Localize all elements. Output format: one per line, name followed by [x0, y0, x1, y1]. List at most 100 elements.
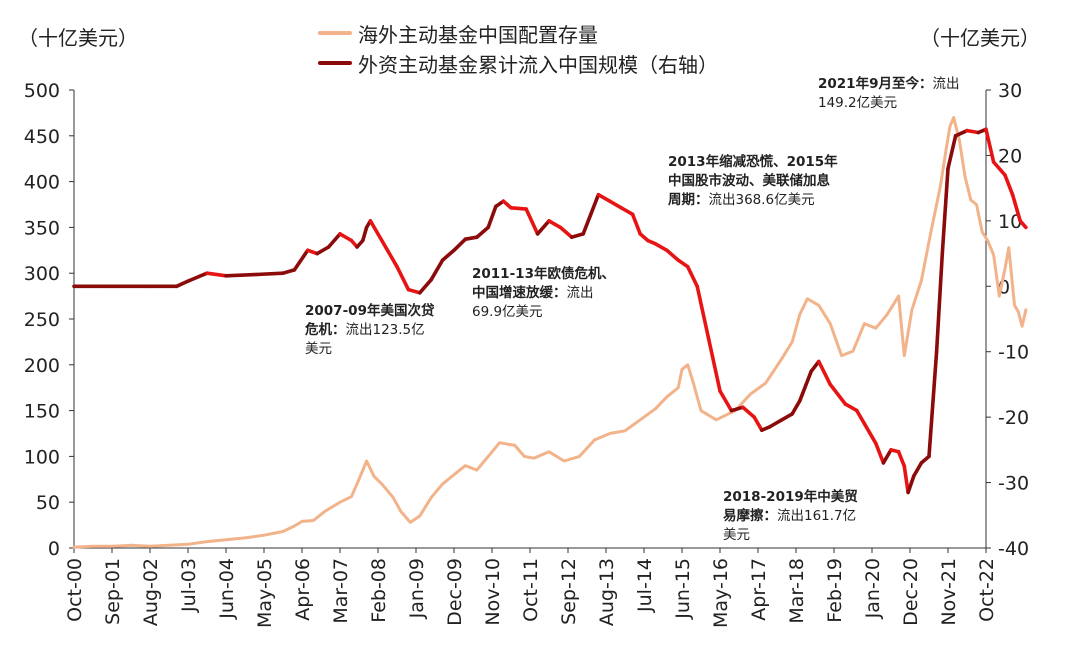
- series-flows-segment: [911, 461, 924, 478]
- annotation-2018-text: 流出161.7亿美元: [723, 508, 857, 543]
- x-tick-label: May-16: [710, 558, 732, 628]
- x-tick-label: Mar-07: [330, 558, 352, 624]
- annotation-2021-text: 流出149.2亿美元: [818, 76, 960, 111]
- series-flows-segment: [630, 212, 643, 236]
- series-flows-segment: [927, 349, 939, 459]
- x-tick-label: Sep-01: [102, 558, 124, 625]
- annotation-2013-bold: 2013年缩减恐慌、2015年中国股市波动、美联储加息周期：: [668, 154, 838, 208]
- annotation-2013-taper: 2013年缩减恐慌、2015年中国股市波动、美联储加息周期：流出368.6亿美元: [668, 153, 838, 210]
- series-flows-segment: [906, 474, 916, 495]
- y-right-tick-label: 30: [998, 80, 1022, 102]
- series-flows-segment: [854, 408, 867, 426]
- series-flows-segment: [953, 128, 969, 138]
- left-axis-unit: （十亿美元）: [18, 26, 138, 50]
- y-left-tick-label: 100: [24, 446, 60, 468]
- series-flows-segment: [816, 359, 833, 387]
- series-flows-segment: [558, 225, 574, 239]
- series-flows-segment: [797, 369, 814, 403]
- annotation-2011-text: 流出69.9亿美元: [472, 285, 594, 320]
- series-flows-segment: [1010, 192, 1023, 223]
- y-left-tick-label: 400: [24, 172, 60, 194]
- annotation-2021-bold: 2021年9月至今：: [818, 76, 933, 92]
- x-tick-label: Mar-18: [786, 558, 808, 624]
- y-left-tick-label: 350: [24, 217, 60, 239]
- series-flows-segment: [417, 277, 434, 295]
- series-flows-segment: [685, 264, 700, 289]
- x-tick-label: Oct-22: [976, 558, 998, 622]
- annotation-2007-bold: 2007-09年美国次贷危机：: [305, 303, 435, 338]
- series-flows-segment: [588, 192, 601, 217]
- series-flows-segment: [706, 336, 722, 393]
- x-tick-label: Apr-06: [292, 558, 314, 621]
- y-right-tick-label: 20: [998, 145, 1022, 167]
- series-flows-segment: [509, 206, 529, 211]
- series-flows-segment: [463, 235, 479, 241]
- x-tick-label: Nov-21: [938, 558, 960, 626]
- series-flows-segment: [809, 359, 821, 374]
- x-tick-label: Aug-02: [140, 558, 162, 626]
- x-tick-label: Feb-08: [368, 558, 390, 623]
- y-left-tick-label: 250: [24, 309, 60, 331]
- y-right-tick-label: -40: [998, 538, 1029, 560]
- x-tick-label: Dec-09: [444, 558, 466, 626]
- series-flows-segment: [440, 248, 456, 262]
- series-flows-segment: [174, 279, 190, 289]
- series-flows-segment: [991, 160, 1007, 177]
- series-flows-segment: [828, 382, 848, 406]
- series-flows-segment: [619, 206, 635, 217]
- series-flows-segment: [326, 232, 342, 249]
- series-flows-segment: [535, 219, 551, 236]
- series-flows-segment: [740, 405, 757, 419]
- axes-layer: 0 50 100 150 200 250 300 350 400 450 500 -40 -30 -20 -…: [24, 80, 1029, 628]
- right-axis-unit: （十亿美元）: [920, 26, 1040, 50]
- series-flows-segment: [695, 284, 711, 341]
- series-flows-segment: [752, 415, 764, 433]
- y-right-tick-label: -10: [998, 342, 1029, 364]
- x-tick-label: Sep-12: [558, 558, 580, 625]
- series-flows-segment: [205, 271, 228, 278]
- legend-label-flows: 外资主动基金累计流入中国规模（右轴）: [358, 52, 718, 77]
- series-flows-segment: [395, 264, 411, 292]
- series-flows-segment: [718, 389, 734, 413]
- x-tick-label: Feb-19: [824, 558, 846, 623]
- series-flows-segment: [946, 134, 958, 171]
- x-tick-label: Jul-14: [634, 558, 656, 613]
- x-tick-label: May-05: [254, 558, 276, 628]
- series-flows-segment: [607, 199, 624, 210]
- series-flows-segment: [767, 418, 783, 429]
- y-left-tick-label: 150: [24, 401, 60, 423]
- annotation-2007-text: 流出123.5亿美元: [305, 322, 425, 357]
- x-tick-label: Apr-17: [748, 558, 770, 621]
- series-flows-segment: [881, 448, 893, 465]
- y-left-tick-label: 0: [48, 538, 60, 560]
- chart-legend: 海外主动基金中国配置存量 外资主动基金累计流入中国规模（右轴）: [318, 18, 718, 78]
- series-flows-segment: [281, 268, 297, 276]
- annotation-2021-outflow: 2021年9月至今：流出149.2亿美元: [818, 75, 968, 113]
- series-flows-segment: [778, 412, 795, 423]
- y-left-tick-label: 50: [36, 492, 60, 514]
- series-flows-segment: [569, 232, 586, 239]
- series-flows-segment: [1003, 173, 1015, 197]
- y-right-tick-label: -30: [998, 473, 1029, 495]
- series-flows-segment: [596, 192, 612, 203]
- x-tick-label: Dec-20: [900, 558, 922, 626]
- series-holdings-line: [72, 116, 1028, 549]
- x-tick-label: Aug-13: [596, 558, 618, 626]
- y-left-tick-label: 300: [24, 263, 60, 285]
- series-flows-segment: [486, 204, 498, 230]
- series-flows-segment: [873, 441, 886, 465]
- series-flows-segment: [360, 225, 369, 243]
- annotation-2007-crisis: 2007-09年美国次贷危机：流出123.5亿美元: [305, 302, 435, 359]
- series-flows-segment: [984, 127, 996, 164]
- y-left-tick-label: 450: [24, 126, 60, 148]
- legend-swatch-flows: [318, 61, 352, 65]
- x-tick-label: Jan-09: [406, 558, 428, 619]
- series-flows-segment: [729, 405, 745, 413]
- series-flows-segment: [790, 398, 802, 416]
- series-flows-segment: [524, 207, 540, 236]
- x-tick-label: Oct-00: [64, 558, 86, 622]
- series-flows-segment: [315, 245, 331, 256]
- legend-label-holdings: 海外主动基金中国配置存量: [358, 22, 598, 47]
- y-right-tick-label: 10: [998, 211, 1022, 233]
